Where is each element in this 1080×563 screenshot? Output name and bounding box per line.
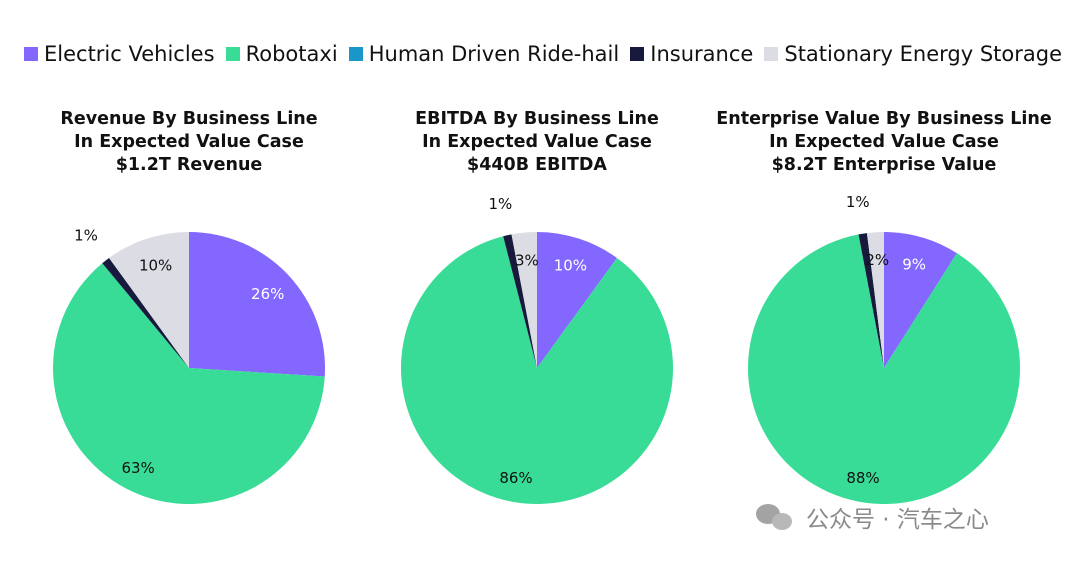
- legend-label: Human Driven Ride-hail: [368, 42, 620, 66]
- pie-slice-label: 3%: [515, 251, 539, 269]
- legend-label: Stationary Energy Storage: [784, 42, 1062, 66]
- pie-slice-label: 2%: [865, 251, 889, 269]
- legend-item-electric-vehicles: Electric Vehicles: [24, 42, 215, 66]
- pie-slice-label: 10%: [139, 256, 172, 274]
- chart-title-line: EBITDA By Business Line: [415, 109, 659, 129]
- wechat-icon: [756, 502, 796, 532]
- ebitda-pie-chart: EBITDA By Business Line In Expected Valu…: [357, 108, 717, 548]
- chart-title-line: $440B EBITDA: [467, 155, 607, 175]
- pie-svg: 10% 86% 1% 3%: [401, 195, 674, 504]
- legend-swatch: [24, 47, 38, 61]
- pie-slice-stationary-energy-storage: [866, 232, 884, 368]
- pie-slice-stationary-energy-storage: [109, 232, 189, 368]
- chart-title-line: In Expected Value Case: [74, 132, 304, 152]
- pie-svg: 9% 88% 1% 2%: [748, 193, 1020, 504]
- legend-swatch: [225, 47, 240, 61]
- pie-slice-robotaxi: [52, 263, 325, 505]
- pie-slice-label: 1%: [846, 193, 870, 211]
- pie-slice-label: 1%: [74, 226, 98, 244]
- enterprise-value-pie-chart: Enterprise Value By Business Line In Exp…: [704, 108, 1064, 548]
- chart-legend: Electric Vehicles Robotaxi Human Driven …: [24, 38, 1062, 70]
- revenue-pie-chart: Revenue By Business Line In Expected Val…: [9, 108, 369, 548]
- chart-title: Revenue By Business Line In Expected Val…: [9, 108, 369, 177]
- chart-title-line: In Expected Value Case: [422, 132, 652, 152]
- chart-title: Enterprise Value By Business Line In Exp…: [704, 108, 1064, 177]
- chart-title-line: $1.2T Revenue: [115, 155, 263, 175]
- pie-slice-label: 1%: [488, 195, 512, 213]
- chart-title-line: Enterprise Value By Business Line: [716, 109, 1052, 129]
- chart-title: EBITDA By Business Line In Expected Valu…: [357, 108, 717, 177]
- legend-swatch: [764, 47, 779, 61]
- pie-slice-label: 86%: [499, 469, 532, 487]
- pie-slice-insurance: [503, 234, 537, 368]
- pie-slice-electric-vehicles: [884, 232, 957, 368]
- pie-slice-robotaxi: [401, 236, 674, 504]
- pie-slice-electric-vehicles: [537, 232, 617, 368]
- pie-slice-label: 88%: [846, 469, 879, 487]
- pie-svg: 26% 63% 1% 10%: [52, 226, 325, 505]
- chart-title-line: Revenue By Business Line: [60, 109, 318, 129]
- legend-label: Electric Vehicles: [44, 42, 215, 66]
- chart-title-line: In Expected Value Case: [769, 132, 999, 152]
- legend-swatch: [630, 47, 645, 61]
- watermark-text: 公众号 · 汽车之心: [806, 507, 989, 533]
- pie-slice-electric-vehicles: [189, 232, 325, 377]
- pie-slice-label: 63%: [121, 459, 154, 477]
- pie-slice-label: 10%: [554, 256, 587, 274]
- legend-item-stationary-energy-storage: Stationary Energy Storage: [764, 42, 1062, 66]
- watermark: 公众号 · 汽车之心: [756, 500, 989, 534]
- pie-slice-insurance: [102, 257, 189, 368]
- legend-item-robotaxi: Robotaxi: [225, 42, 338, 66]
- pie-slice-robotaxi: [748, 234, 1020, 504]
- pie-slice-stationary-energy-storage: [511, 232, 537, 368]
- legend-label: Insurance: [650, 42, 754, 66]
- legend-swatch: [348, 47, 363, 61]
- legend-label: Robotaxi: [245, 42, 338, 66]
- legend-item-insurance: Insurance: [630, 42, 753, 66]
- chart-title-line: $8.2T Enterprise Value: [771, 155, 997, 175]
- pie-slice-insurance: [858, 233, 884, 368]
- legend-item-human-driven-ride-hail: Human Driven Ride-hail: [348, 42, 620, 66]
- pie-slice-label: 26%: [251, 285, 284, 303]
- pie-slice-label: 9%: [902, 255, 926, 273]
